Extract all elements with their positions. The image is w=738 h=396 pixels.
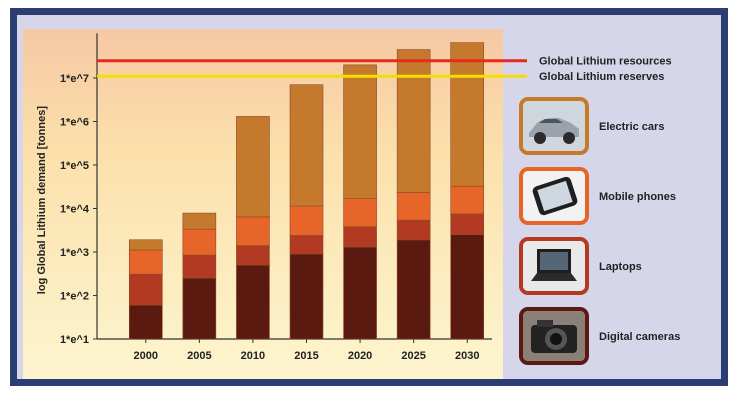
bar-2010-digital-cameras bbox=[236, 264, 270, 340]
camera-icon bbox=[519, 307, 589, 365]
bar-2005-electric-cars bbox=[182, 212, 217, 230]
x-tick-label: 2010 bbox=[241, 350, 265, 362]
legend-label: Mobile phones bbox=[599, 191, 676, 203]
bar-2030-digital-cameras bbox=[450, 234, 485, 340]
bar-2010-electric-cars bbox=[236, 116, 270, 218]
y-tick-label: 1*e^6 bbox=[60, 117, 89, 129]
chart-panel: 1*e^1 1*e^2 1*e^3 1*e^4 1*e^5 1*e^6 1*e^7 log G… bbox=[17, 15, 721, 379]
legend-label: Electric cars bbox=[599, 121, 665, 133]
y-tick-label: 1*e^5 bbox=[60, 160, 89, 172]
bar-2015-electric-cars bbox=[289, 84, 324, 207]
y-tick-label: 1*e^3 bbox=[60, 247, 89, 259]
bar-2005-mobile-phones bbox=[182, 228, 217, 256]
y-tick-label: 1*e^7 bbox=[60, 73, 89, 85]
legend-label: Digital cameras bbox=[599, 331, 681, 343]
bar-2015-digital-cameras bbox=[289, 253, 324, 340]
y-tick-label: 1*e^1 bbox=[60, 334, 89, 346]
bar-2025-mobile-phones bbox=[396, 192, 431, 221]
bar-2000-digital-cameras bbox=[128, 304, 163, 340]
x-tick-label: 2005 bbox=[187, 350, 211, 362]
bar-2000-electric-cars bbox=[128, 239, 163, 251]
bar-2030-laptops bbox=[450, 213, 485, 235]
bar-2015-mobile-phones bbox=[289, 205, 324, 236]
bar-2005-laptops bbox=[182, 254, 217, 279]
phone-icon bbox=[519, 167, 589, 225]
y-axis-label: log Global Lithium demand [tonnes] bbox=[36, 106, 48, 295]
bar-2000-laptops bbox=[128, 273, 163, 306]
bar-2025-digital-cameras bbox=[396, 239, 431, 340]
chart-svg: 1*e^1 1*e^2 1*e^3 1*e^4 1*e^5 1*e^6 1*e^7 log G… bbox=[23, 29, 672, 379]
laptop-icon bbox=[519, 237, 589, 295]
bar-2020-digital-cameras bbox=[343, 246, 377, 340]
y-tick-label: 1*e^2 bbox=[60, 291, 89, 303]
bar-2010-laptops bbox=[236, 245, 270, 266]
bar-2020-mobile-phones bbox=[343, 198, 377, 228]
bar-2015-laptops bbox=[289, 235, 324, 255]
bar-2000-mobile-phones bbox=[128, 249, 163, 275]
legend-label: Laptops bbox=[599, 261, 642, 273]
bar-2025-electric-cars bbox=[396, 49, 431, 193]
bar-2010-mobile-phones bbox=[236, 216, 270, 246]
bar-2030-mobile-phones bbox=[450, 185, 485, 215]
x-tick-label: 2025 bbox=[401, 350, 425, 362]
y-tick-label: 1*e^4 bbox=[60, 204, 90, 216]
x-tick-label: 2020 bbox=[348, 350, 372, 362]
bar-2020-electric-cars bbox=[343, 64, 377, 199]
x-tick-label: 2030 bbox=[455, 350, 479, 362]
car-icon bbox=[519, 97, 589, 155]
bar-2030-electric-cars bbox=[450, 42, 485, 187]
x-tick-label: 2000 bbox=[134, 350, 158, 362]
bar-2025-laptops bbox=[396, 219, 431, 241]
reference-line-label-1: Global Lithium reserves bbox=[539, 71, 664, 83]
bar-2020-laptops bbox=[343, 226, 377, 248]
x-tick-label: 2015 bbox=[294, 350, 318, 362]
reference-line-label-0: Global Lithium resources bbox=[539, 56, 672, 68]
bar-2005-digital-cameras bbox=[182, 277, 217, 340]
